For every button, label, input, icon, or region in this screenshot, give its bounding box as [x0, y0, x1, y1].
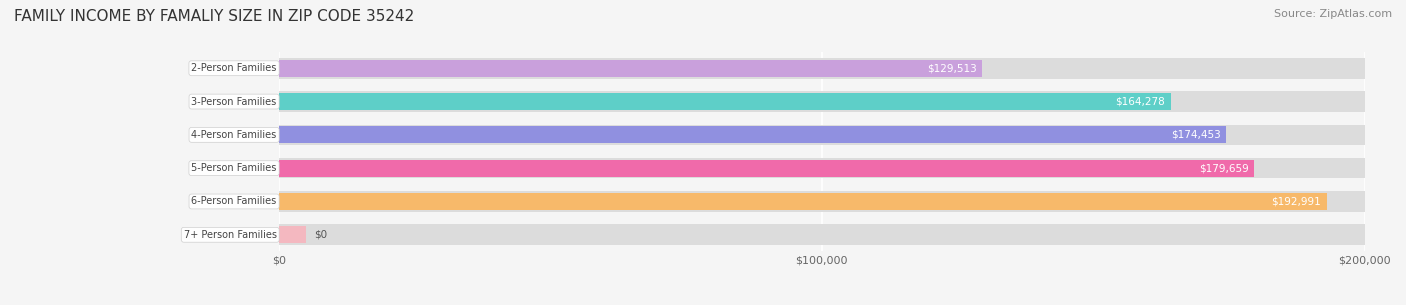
Text: 7+ Person Families: 7+ Person Families: [184, 230, 277, 240]
Text: 5-Person Families: 5-Person Families: [191, 163, 277, 173]
Bar: [278, 158, 1365, 178]
Bar: [278, 126, 1226, 143]
Bar: [278, 91, 1365, 112]
Text: $129,513: $129,513: [927, 63, 977, 73]
Bar: [278, 193, 1327, 210]
Text: 2-Person Families: 2-Person Families: [191, 63, 277, 73]
Bar: [278, 226, 307, 243]
Bar: [278, 224, 1365, 245]
Text: $192,991: $192,991: [1271, 196, 1322, 206]
Text: $0: $0: [314, 230, 326, 240]
Bar: [278, 58, 1365, 79]
Bar: [278, 191, 1365, 212]
Bar: [278, 93, 1171, 110]
Text: 4-Person Families: 4-Person Families: [191, 130, 277, 140]
Text: $174,453: $174,453: [1171, 130, 1220, 140]
Text: $164,278: $164,278: [1115, 97, 1166, 106]
Bar: [278, 160, 1254, 177]
Text: Source: ZipAtlas.com: Source: ZipAtlas.com: [1274, 9, 1392, 19]
Text: 6-Person Families: 6-Person Families: [191, 196, 277, 206]
Text: $179,659: $179,659: [1199, 163, 1249, 173]
Text: 3-Person Families: 3-Person Families: [191, 97, 277, 106]
Text: FAMILY INCOME BY FAMALIY SIZE IN ZIP CODE 35242: FAMILY INCOME BY FAMALIY SIZE IN ZIP COD…: [14, 9, 415, 24]
Bar: [278, 124, 1365, 145]
Bar: [278, 60, 981, 77]
